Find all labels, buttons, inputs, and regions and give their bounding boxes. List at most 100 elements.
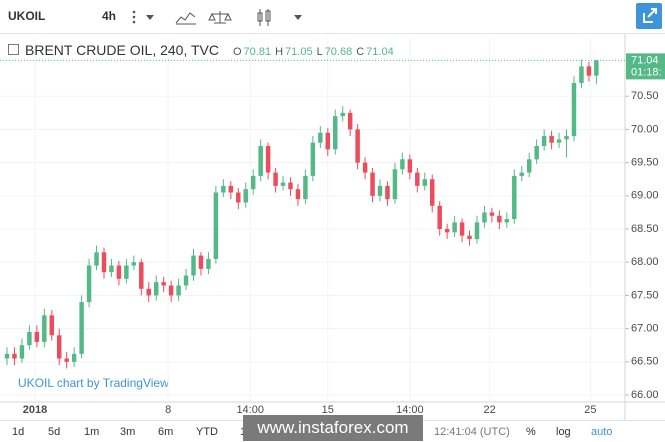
ohlc-value: 71.05	[285, 46, 313, 58]
candle-body	[265, 146, 271, 173]
candle-body	[333, 116, 338, 150]
clock: 12:41:04 (UTC)	[434, 426, 510, 438]
candle-body	[168, 285, 174, 296]
candle-body	[139, 262, 144, 289]
candle-body	[236, 192, 241, 203]
y-tick-label: 66.00	[631, 389, 659, 401]
candle-body	[176, 285, 181, 296]
y-tick-label: 69.00	[631, 190, 659, 202]
collapse-icon[interactable]	[8, 44, 19, 55]
ohlc-label: O	[232, 46, 242, 58]
x-tick-label: 2018	[23, 404, 47, 416]
candle-body	[288, 182, 293, 190]
symbol[interactable]: UKOIL	[8, 9, 46, 23]
y-tick-label: 70.50	[631, 90, 659, 102]
candle-body	[250, 175, 256, 190]
ohlc-values: O 70.81 H 71.05 L 70.68 C 71.04	[233, 46, 398, 58]
candle-body	[564, 136, 569, 140]
candle-body	[355, 129, 360, 163]
candle-body	[27, 331, 32, 346]
range-button[interactable]: YTD	[196, 426, 218, 438]
last-price-badge	[626, 53, 665, 80]
range-button[interactable]: 3m	[120, 426, 136, 438]
candle-body	[310, 142, 316, 176]
ohlc-label: C	[356, 46, 365, 58]
range-button[interactable]: 1m	[84, 426, 100, 438]
option-button[interactable]: auto	[591, 426, 613, 438]
candle-body	[370, 172, 375, 196]
x-tick-label: 14:00	[396, 404, 424, 416]
y-tick-label: 68.00	[631, 256, 659, 268]
y-tick-label: 69.50	[631, 157, 659, 169]
candle-body	[512, 175, 517, 220]
candle-body	[571, 82, 577, 137]
ohlc-label: L	[316, 46, 323, 58]
candle-body	[161, 282, 166, 286]
candle-body	[482, 212, 487, 223]
toolbar-icons[interactable]	[128, 8, 308, 26]
candle-body	[407, 159, 413, 173]
candle-body	[377, 185, 383, 196]
ohlc-label: H	[275, 46, 284, 58]
candle-body	[19, 345, 25, 359]
x-tick-label: 8	[165, 404, 171, 416]
candle-body	[94, 252, 99, 266]
range-button[interactable]: 6m	[158, 426, 174, 438]
candle-body	[42, 315, 47, 342]
ohlc-value: 70.81	[243, 46, 272, 58]
candle-body	[49, 315, 55, 336]
option-button[interactable]: log	[556, 426, 571, 438]
option-button[interactable]: %	[526, 426, 536, 438]
y-tick-label: 70.00	[631, 123, 659, 135]
toolbar: UKOIL 4h	[0, 0, 665, 34]
ohlc-value: 70.68	[324, 46, 353, 58]
x-tick-label: 14:00	[236, 404, 264, 416]
candle-body	[459, 222, 465, 236]
candle-body	[534, 146, 539, 160]
candle-body	[444, 229, 450, 233]
range-button[interactable]: 5d	[48, 426, 61, 438]
candle-body	[385, 185, 390, 200]
candle-body	[392, 169, 398, 200]
candle-body	[56, 335, 62, 359]
candle-body	[243, 189, 248, 203]
candle-body	[153, 282, 159, 296]
candle-body	[64, 358, 69, 362]
candle-body	[146, 288, 151, 296]
candle-body	[86, 265, 92, 303]
x-tick-label: 25	[584, 404, 596, 416]
candle-body	[258, 146, 263, 176]
candle-body	[586, 66, 592, 76]
candle-body	[198, 255, 204, 269]
candle-body	[579, 66, 584, 83]
candle-body	[228, 185, 234, 193]
interval[interactable]: 4h	[102, 9, 117, 23]
candle-body	[131, 262, 137, 266]
range-button[interactable]: 1d	[12, 426, 25, 438]
candle-body	[504, 219, 510, 223]
candle-body	[79, 302, 84, 354]
candle-body	[549, 136, 554, 143]
candle-body	[273, 172, 278, 186]
candle-body	[280, 182, 286, 186]
grid	[0, 37, 625, 402]
candle-body	[318, 132, 323, 143]
popout-button[interactable]	[636, 3, 662, 29]
plot-area	[0, 34, 625, 402]
candle-body	[191, 255, 196, 276]
candle-body	[429, 179, 435, 206]
candle-body	[71, 353, 77, 362]
candle-body	[497, 215, 502, 223]
series-title: BRENT CRUDE OIL, 240, TVC	[25, 42, 219, 58]
candle-body	[213, 192, 219, 259]
candle-body	[325, 132, 331, 150]
x-tick-label: 15	[322, 404, 334, 416]
candle-body	[347, 112, 353, 130]
candle-body	[12, 353, 17, 359]
candle-body	[183, 275, 189, 286]
watermark-banner: www.instaforex.com	[243, 415, 423, 441]
ohlc-value: 71.04	[366, 46, 394, 58]
candle-body	[489, 212, 495, 216]
